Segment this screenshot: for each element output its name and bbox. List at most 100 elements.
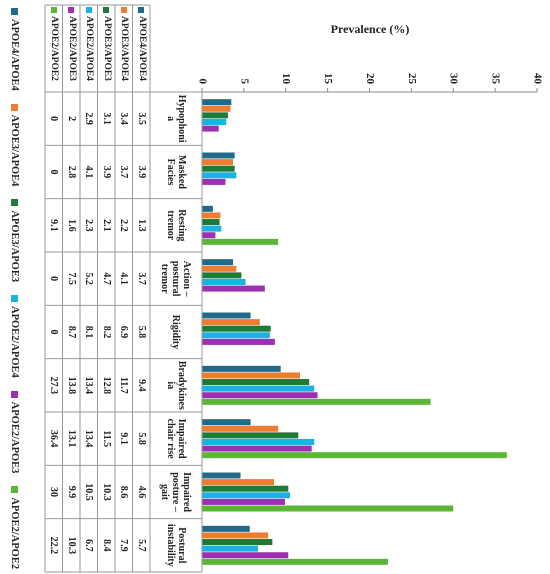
bar (202, 118, 227, 125)
table-value: 4.6 (135, 485, 147, 499)
table-value: 22.2 (48, 536, 60, 555)
bar (201, 172, 237, 179)
table-value: 9.9 (65, 485, 77, 499)
table-value: 8.4 (100, 539, 112, 552)
table-value: 2.3 (83, 219, 95, 232)
legend-label: APOE2/APOE3 (9, 401, 21, 474)
legend-swatch (11, 295, 19, 302)
table-value: 3.7 (118, 165, 130, 179)
table-value: 0 (48, 116, 60, 122)
bar (202, 438, 315, 445)
x-tick-label: Hypophonia (165, 94, 187, 143)
table-value: 27.3 (48, 376, 60, 395)
table-value: 2.2 (118, 219, 130, 232)
series-name: APOE2/APOE3 (66, 16, 77, 81)
table-value: 3.1 (100, 112, 112, 125)
table-value: 30 (48, 486, 60, 497)
table-value: 0 (48, 329, 60, 335)
series-name: APOE4/APOE4 (136, 16, 147, 81)
table-value: 2 (65, 116, 77, 122)
bar (202, 505, 454, 512)
legend-item: APOE4/APOE4 (8, 8, 22, 91)
table-value: 4.1 (118, 272, 130, 285)
bar (202, 319, 260, 326)
bar (202, 379, 310, 386)
y-tick-label: 25 (406, 73, 418, 85)
x-tick-label: Postural instability (165, 523, 187, 567)
table-value: 9.1 (48, 219, 60, 232)
bar (201, 445, 312, 452)
bar (202, 365, 281, 372)
bar (201, 525, 250, 532)
bar (202, 392, 318, 399)
bar (202, 398, 431, 405)
table-value: 4.7 (100, 272, 112, 285)
bar (202, 125, 219, 132)
bar (202, 312, 251, 319)
legend-label: APOE3/APOE4 (9, 114, 21, 187)
legend-swatch (11, 103, 19, 111)
table-value: 6.7 (83, 539, 95, 552)
table-row-header: APOE4/APOE4 (133, 5, 151, 92)
bar (201, 278, 246, 285)
x-tick-label: Resting tremor (165, 209, 187, 242)
series-name: APOE3/APOE4 (119, 16, 130, 81)
bar (201, 265, 237, 272)
table-value: 36.4 (48, 429, 60, 448)
bar (201, 479, 275, 486)
table-value: 5.7 (135, 539, 147, 552)
bar (202, 152, 235, 159)
bar (201, 425, 279, 432)
y-tick-label: 5 (238, 79, 250, 85)
x-tick-label: Action – postural tremor (159, 260, 193, 297)
y-tick-label: 15 (322, 73, 334, 85)
legend-label: APOE3/APOE3 (9, 210, 21, 283)
series-name: APOE2/APOE4 (84, 16, 95, 81)
legend-label: APOE4/APOE4 (9, 19, 21, 91)
bar (202, 205, 213, 212)
bar (201, 238, 279, 245)
table-value: 3.9 (135, 165, 147, 179)
bar (201, 259, 233, 266)
table-value: 10.5 (83, 483, 95, 501)
bar (201, 325, 271, 332)
bar (202, 485, 289, 492)
bar (202, 385, 315, 392)
table-value: 6.9 (118, 325, 130, 339)
table-value: 3.5 (135, 112, 147, 125)
bar (202, 419, 251, 426)
table-value: 2.9 (83, 112, 95, 125)
table-value: 5.2 (83, 272, 95, 285)
bar (201, 332, 270, 339)
legend-item: APOE2/APOE4 (8, 295, 22, 378)
table-value: 8.7 (65, 325, 77, 339)
legend-item: APOE2/APOE2 (8, 486, 22, 569)
table-row-header: APOE2/APOE2 (45, 5, 63, 92)
axis-title: Prevalence (%) (331, 22, 410, 36)
table-row-header: APOE2/APOE3 (63, 5, 81, 92)
bar (201, 545, 259, 552)
bar (202, 165, 235, 172)
x-tick-label: Impaired chair rise (165, 418, 187, 459)
legend-item: APOE2/APOE3 (8, 390, 22, 474)
table-value: 11.7 (118, 376, 130, 394)
bar (202, 105, 231, 112)
table-value: 2.1 (100, 219, 112, 232)
bar (201, 232, 216, 239)
y-tick-label: 20 (364, 73, 376, 85)
table-value: 13.8 (65, 376, 77, 395)
table-swatch (103, 7, 110, 13)
table-value: 10.3 (65, 536, 77, 555)
table-value: 13.4 (83, 376, 95, 395)
y-tick-label: 10 (280, 73, 292, 85)
table-value: 12.8 (100, 376, 112, 395)
table-value: 8.6 (118, 485, 130, 499)
table-value: 3.7 (135, 272, 147, 285)
table-row-header: APOE2/APOE4 (80, 5, 98, 92)
bar (202, 558, 388, 565)
table-value: 9.4 (135, 379, 147, 392)
table-swatch (138, 7, 145, 13)
table-value: 1.6 (65, 219, 77, 232)
